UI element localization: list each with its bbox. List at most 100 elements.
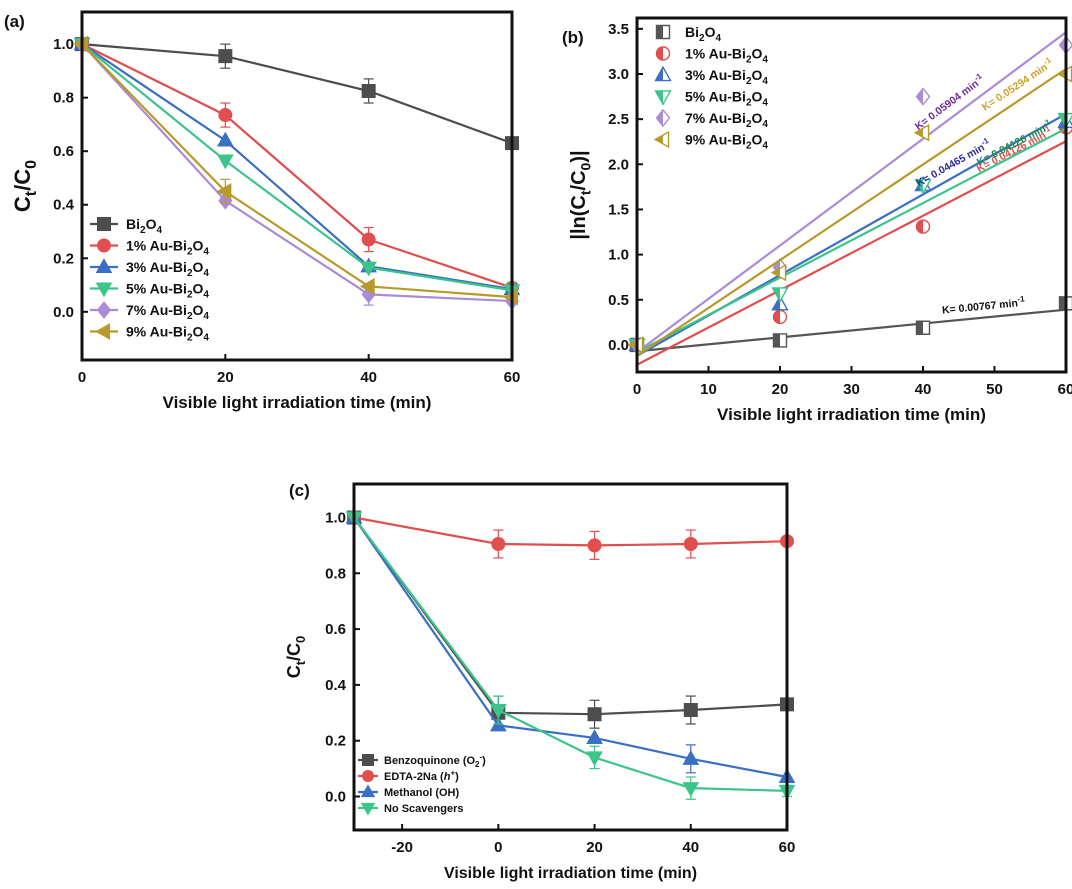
x-tick-label-40: 40	[360, 369, 377, 386]
point-benzoquinone-o2-2	[587, 707, 602, 722]
legend-label-1-au-bi2o4: 1% Au-Bi2O4	[685, 46, 768, 66]
legend-entry-benzoquinone-o2: Benzoquinone (O2-)	[358, 752, 486, 769]
legend-marker-5-au-bi2o4	[654, 90, 672, 106]
legend-label-1-au-bi2o4: 1% Au-Bi2O4	[126, 238, 209, 258]
x-tick-label-60: 60	[504, 369, 521, 386]
panel-b-chart: (b) 0 10 20 30 40 50 60 0.0 0.5 1.0 1.5 2.0 2.5 3.0 3.5…	[562, 16, 1072, 424]
legend-label-benzoquinone-o2: Benzoquinone (O2-)	[384, 752, 486, 769]
x-tick-label-60: 60	[779, 839, 796, 856]
legend-label-5-au-bi2o4: 5% Au-Bi2O4	[126, 281, 209, 301]
point-1-au-bi2o4-1	[772, 309, 788, 325]
y-tick-label-1-5: 1.5	[608, 201, 629, 218]
legend-label-5-au-bi2o4: 5% Au-Bi2O4	[685, 89, 768, 109]
panel-label-b: (b)	[562, 28, 584, 47]
y-tick-label-1: 1.0	[608, 247, 629, 264]
plot-frame-a	[80, 10, 514, 362]
legend-marker-1-au-bi2o4	[655, 46, 671, 61]
y-tick-label-0-8: 0.8	[325, 565, 346, 582]
y-tick-label-0-2: 0.2	[53, 250, 74, 267]
point-9-au-bi2o4-1	[216, 183, 232, 200]
legend-entry-7-au-bi2o4: 7% Au-Bi2O4	[90, 301, 209, 322]
y-tick-label-1: 1.0	[53, 36, 74, 53]
legend-marker-9-au-bi2o4	[653, 130, 670, 149]
point-3-au-bi2o4-1	[217, 131, 234, 147]
legend-marker-3-au-bi2o4	[654, 65, 672, 82]
legend-label-9-au-bi2o4: 9% Au-Bi2O4	[685, 132, 768, 152]
point-methanol-oh-2	[586, 729, 603, 744]
legend-entry-3-au-bi2o4: 3% Au-Bi2O4	[654, 65, 768, 87]
panel-c-chart: (c) -20 0 20 40 60 0.0 0.2 0.4 0.6 0.8 1.0 Visible l…	[284, 481, 795, 882]
x-tick-label-60: 60	[1058, 381, 1072, 398]
point-bi2o4-2	[361, 83, 376, 98]
x-tick-label-20: -20	[391, 839, 413, 856]
x-axis-title-b: Visible light irradiation time (min)	[717, 405, 986, 424]
legend-marker-1-au-bi2o4	[97, 238, 111, 253]
legend-entry-edta-2na-h: EDTA-2Na (h+)	[358, 768, 459, 783]
point-5-au-bi2o4-1	[217, 154, 234, 170]
legend-entry-9-au-bi2o4: 9% Au-Bi2O4	[653, 130, 768, 152]
legend-marker-edta-2na-h	[362, 770, 374, 782]
legend-label-9-au-bi2o4: 9% Au-Bi2O4	[126, 324, 209, 344]
legend-c: Benzoquinone (O2-)EDTA-2Na (h+) Methanol …	[358, 752, 486, 816]
legend-label-7-au-bi2o4: 7% Au-Bi2O4	[126, 302, 209, 322]
y-axis-title-a: Ct/C0	[10, 160, 40, 212]
point-3-au-bi2o4-1	[771, 295, 789, 311]
point-9-au-bi2o4-2	[359, 278, 375, 295]
y-tick-label-0-4: 0.4	[53, 197, 75, 214]
plot-frame-b	[635, 16, 1068, 374]
legend-entry-9-au-bi2o4: 9% Au-Bi2O4	[90, 323, 209, 344]
point-edta-2na-h-1	[491, 536, 506, 551]
series-line-5-au-bi2o4	[81, 43, 513, 292]
point-bi2o4-1	[772, 333, 788, 348]
x-tick-label-20: 20	[772, 381, 789, 398]
point-9-au-bi2o4-2	[913, 124, 930, 142]
legend-label-7-au-bi2o4: 7% Au-Bi2O4	[685, 110, 768, 130]
legend-entry-no-scavengers: No Scavengers	[358, 802, 463, 816]
legend-entry-methanol-oh: Methanol (OH)	[358, 784, 459, 799]
legend-entry-bi2o4: Bi2O4	[655, 24, 721, 44]
y-tick-label-0-2: 0.2	[325, 733, 346, 750]
y-tick-label-3-5: 3.5	[608, 21, 629, 38]
series-c-methanol-oh	[345, 508, 796, 784]
legend-label-3-au-bi2o4: 3% Au-Bi2O4	[126, 259, 209, 279]
series-line-edta-2na-h	[353, 516, 788, 547]
point-9-au-bi2o4-1	[770, 263, 787, 282]
point-benzoquinone-o2-3	[683, 703, 698, 718]
series-line-9-au-bi2o4	[81, 43, 513, 299]
legend-marker-bi2o4	[655, 24, 671, 40]
legend-marker-3-au-bi2o4	[95, 258, 113, 274]
y-axis-title-b: |ln(Ct/C0)|	[568, 150, 594, 239]
fit-line-7-au-bi2o4	[636, 31, 1067, 354]
y-tick-label-3: 3.0	[608, 66, 629, 83]
y-tick-label-0-6: 0.6	[325, 621, 346, 638]
point-1-au-bi2o4-2	[361, 232, 376, 247]
y-tick-label-0: 0.0	[608, 337, 629, 354]
x-tick-label-20: 20	[217, 369, 234, 386]
point-5-au-bi2o4-2	[360, 261, 377, 277]
series-a-3-au-bi2o4	[73, 35, 521, 296]
x-tick-label-0: 0	[633, 381, 641, 398]
legend-marker-9-au-bi2o4	[95, 323, 111, 340]
legend-entry-3-au-bi2o4: 3% Au-Bi2O4	[90, 258, 209, 279]
series-c-edta-2na-h	[347, 510, 794, 560]
point-no-scavengers-2	[586, 751, 603, 767]
legend-marker-7-au-bi2o4	[655, 108, 671, 128]
panel-label-a: (a)	[4, 12, 25, 31]
series-line-methanol-oh	[353, 516, 788, 779]
plot-frame-c	[352, 482, 789, 832]
x-tick-label-20: 20	[586, 839, 603, 856]
legend-entry-1-au-bi2o4: 1% Au-Bi2O4	[90, 238, 209, 258]
fit-line-1-au-bi2o4	[636, 140, 1067, 366]
series-line-3-au-bi2o4	[81, 43, 513, 291]
y-tick-label-0-5: 0.5	[608, 292, 629, 309]
point-no-scavengers-1	[490, 703, 507, 719]
legend-label-3-au-bi2o4: 3% Au-Bi2O4	[685, 67, 768, 87]
y-tick-label-0: 0.0	[325, 789, 346, 806]
series-line-bi2o4	[81, 43, 513, 145]
point-bi2o4-2	[915, 320, 931, 335]
point-7-au-bi2o4-2	[915, 87, 931, 106]
legend-marker-bi2o4	[97, 217, 111, 231]
point-5-au-bi2o4-1	[771, 287, 789, 303]
series-a-1-au-bi2o4	[75, 37, 519, 295]
